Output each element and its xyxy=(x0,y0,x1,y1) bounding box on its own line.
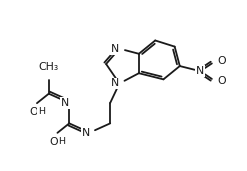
Text: O: O xyxy=(218,56,226,66)
Text: O: O xyxy=(50,137,58,147)
Text: N: N xyxy=(61,98,69,108)
Text: H: H xyxy=(59,137,66,146)
Text: O: O xyxy=(29,107,38,117)
Text: O: O xyxy=(218,76,226,86)
Text: N: N xyxy=(196,66,204,76)
Text: N: N xyxy=(111,44,119,54)
Text: CH₃: CH₃ xyxy=(39,62,59,72)
Text: H: H xyxy=(38,107,45,116)
Text: N: N xyxy=(82,128,90,138)
Text: N: N xyxy=(111,78,119,88)
